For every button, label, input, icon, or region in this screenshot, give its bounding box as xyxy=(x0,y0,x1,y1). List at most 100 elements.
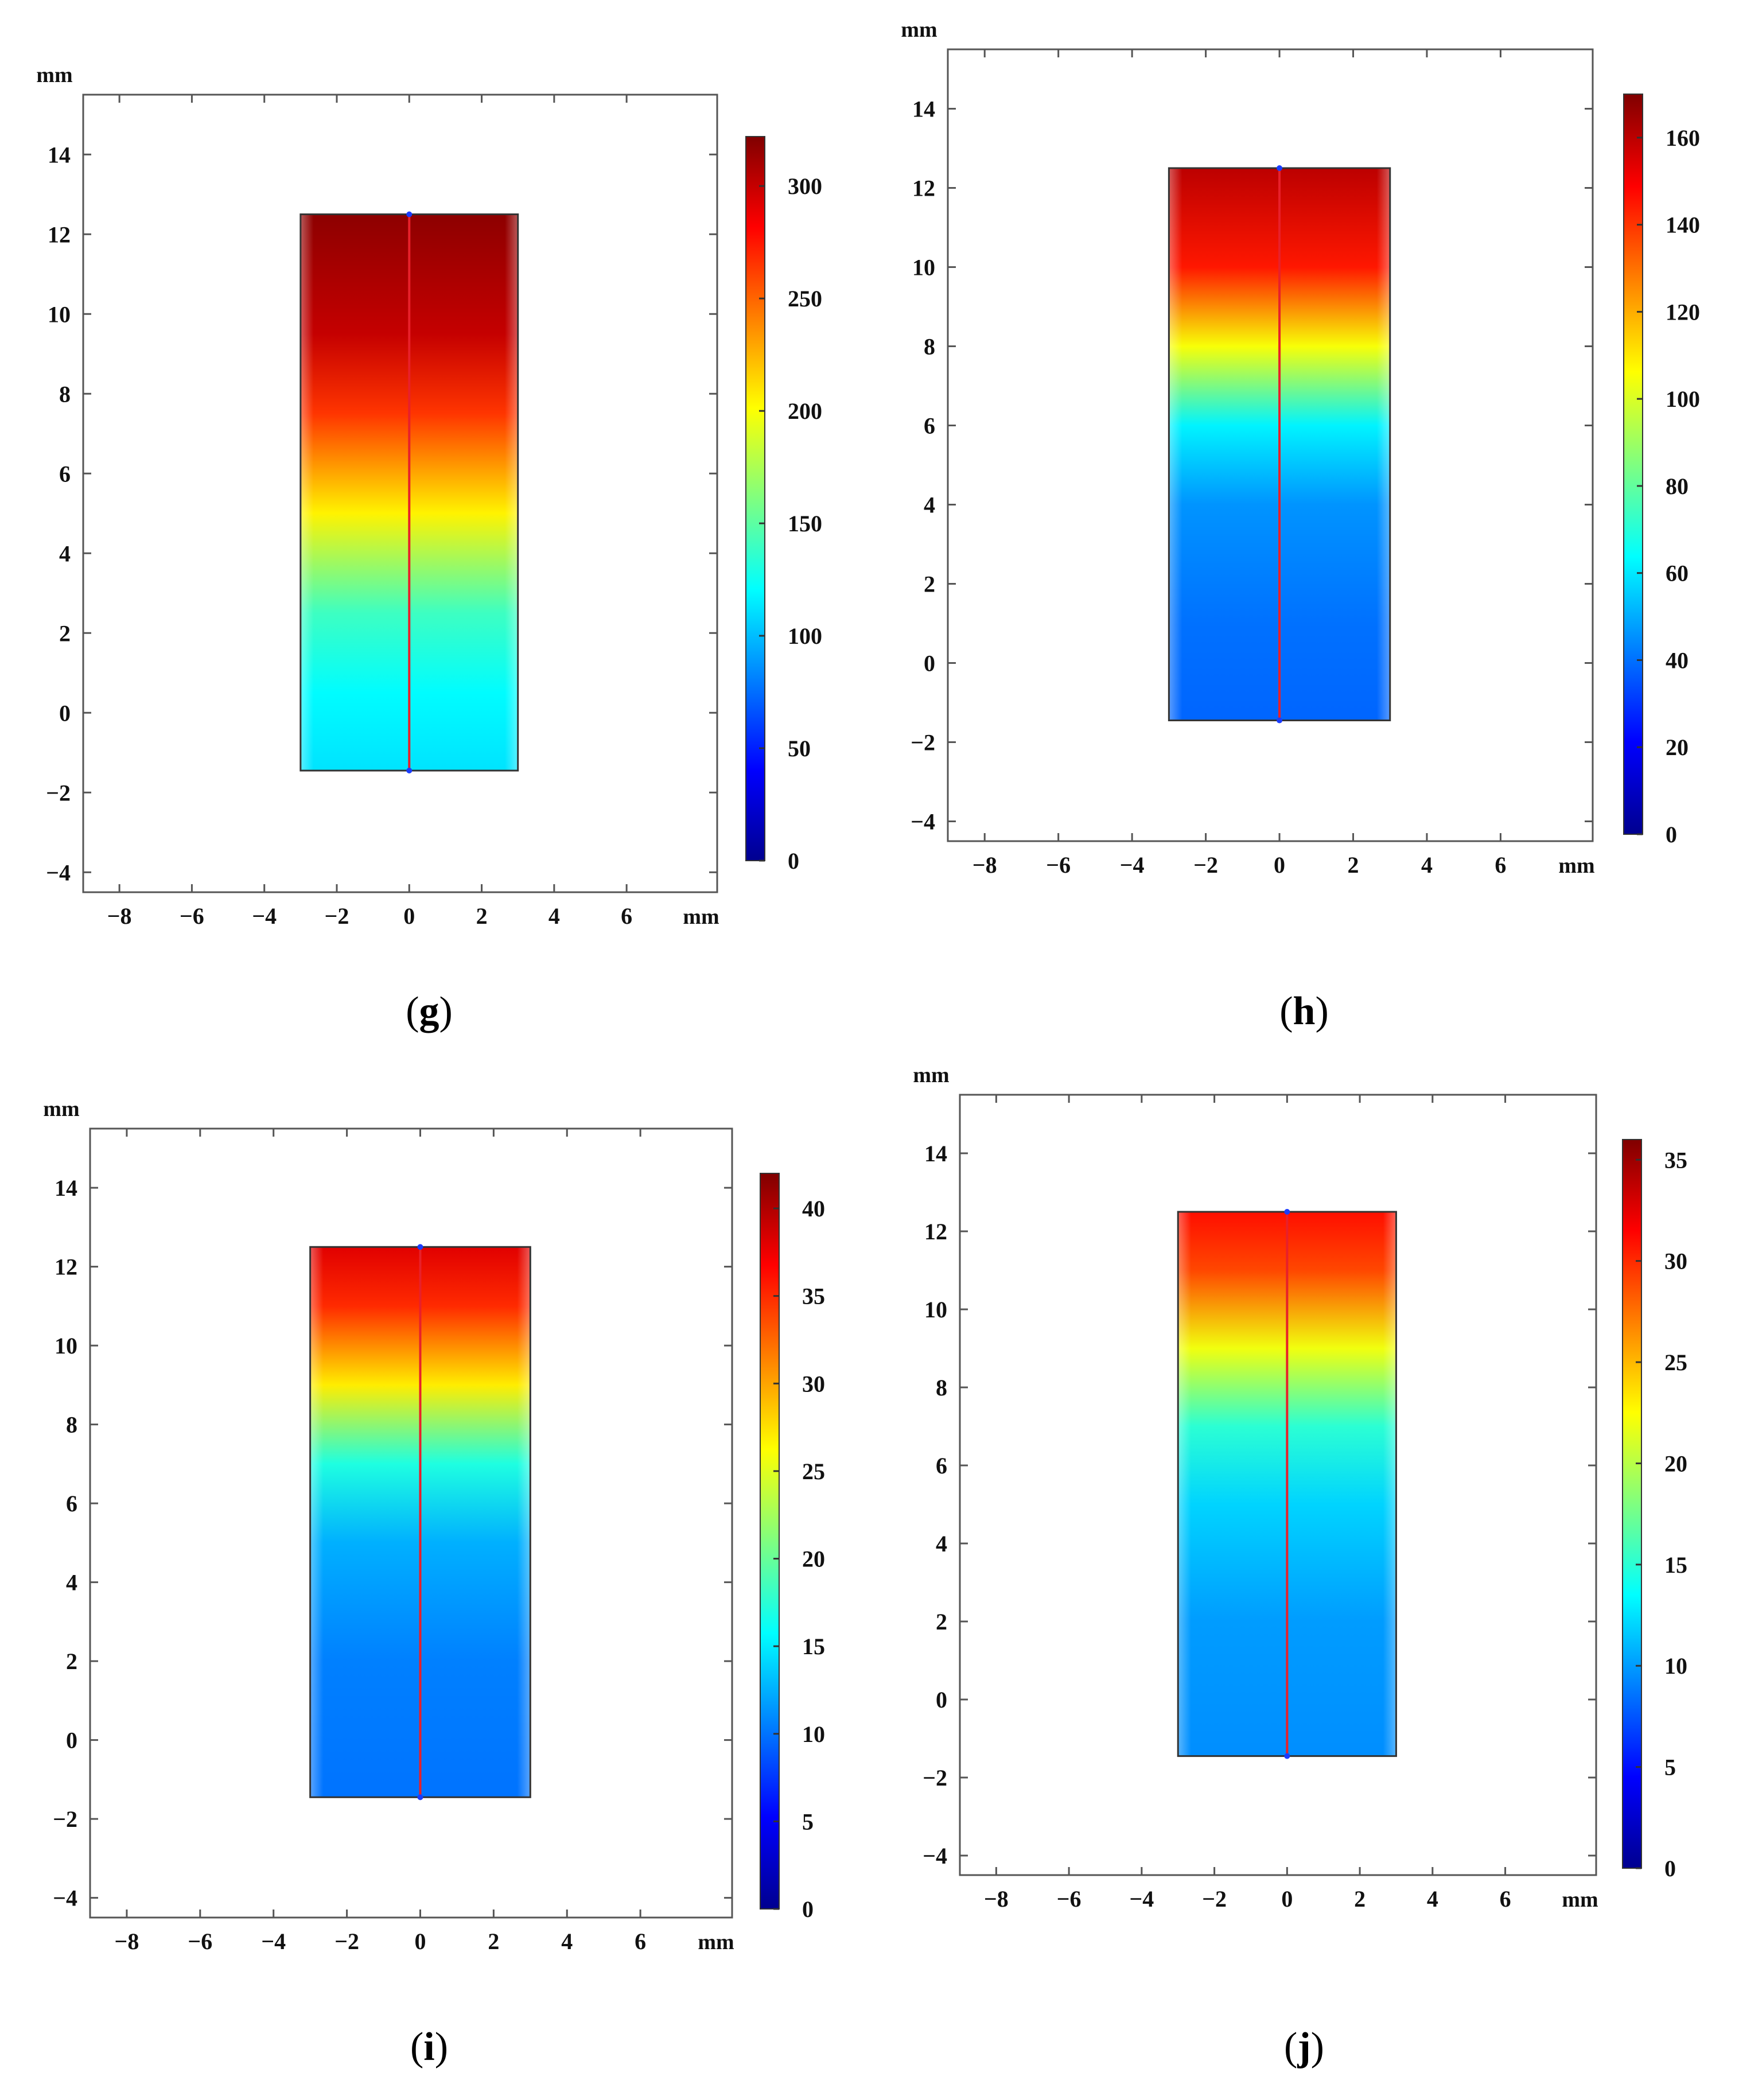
y-tick-label: −2 xyxy=(923,1765,947,1791)
y-tick-label: −2 xyxy=(46,780,71,806)
x-tick-label: 0 xyxy=(1274,852,1285,878)
x-tick-label: 4 xyxy=(548,903,560,929)
y-tick-label: 14 xyxy=(55,1175,77,1201)
colorbar-tick-label: 0 xyxy=(802,1896,814,1922)
x-axis-unit: mm xyxy=(698,1930,734,1954)
colorbar-tick-label: 0 xyxy=(1666,822,1677,847)
x-tick-label: −8 xyxy=(984,1886,1009,1912)
colorbar-tick-label: 0 xyxy=(1664,1856,1676,1881)
x-tick-label: −8 xyxy=(107,903,132,929)
x-tick-label: −2 xyxy=(325,903,349,929)
colorbar-tick-label: 80 xyxy=(1666,473,1689,499)
y-tick-label: 4 xyxy=(936,1531,947,1557)
colorbar xyxy=(1623,94,1643,835)
y-tick-label: 12 xyxy=(48,221,71,247)
y-tick-label: 14 xyxy=(48,142,71,168)
colorbar-tick-label: 35 xyxy=(1664,1147,1687,1173)
colorbar-tick-label: 25 xyxy=(802,1459,825,1484)
x-tick-label: 6 xyxy=(1500,1886,1511,1912)
panel-g: −8 −6 −4 −2 0 2 4 6 −4 −2 0 2 4 6 8 10 12 14 mm mm 0 50 100 150… xyxy=(36,63,822,1033)
colorbar-tick-label: 20 xyxy=(802,1546,825,1572)
colorbar-tick-label: 20 xyxy=(1664,1450,1687,1476)
centerline-bottom-point xyxy=(417,1794,423,1800)
colorbar-tick-label: 160 xyxy=(1666,125,1700,151)
y-tick-label: 10 xyxy=(55,1333,77,1359)
x-tick-label: 4 xyxy=(561,1928,573,1954)
colorbar xyxy=(760,1173,780,1910)
y-tick-label: −4 xyxy=(911,809,935,835)
x-tick-label: −2 xyxy=(1193,852,1218,878)
colorbar-tick-label: 15 xyxy=(802,1634,825,1659)
colorbar-tick-label: 10 xyxy=(802,1721,825,1747)
y-tick-label: 14 xyxy=(924,1141,947,1166)
x-tick-label: −4 xyxy=(1120,852,1145,878)
y-tick-label: 2 xyxy=(66,1648,77,1674)
x-tick-label: 0 xyxy=(1281,1886,1293,1912)
y-axis-unit: mm xyxy=(913,1063,949,1087)
centerline-top-point xyxy=(1284,1209,1290,1215)
panel-h: −8 −6 −4 −2 0 2 4 6 −4 −2 0 2 4 6 8 10 12 14 mm mm 0 20 40 60 80… xyxy=(901,18,1700,1033)
colorbar-tick-label: 30 xyxy=(802,1371,825,1397)
x-tick-label: 6 xyxy=(635,1928,646,1954)
centerline-bottom-point xyxy=(406,768,413,774)
y-tick-label: 6 xyxy=(936,1453,947,1479)
colorbar-tick-label: 5 xyxy=(802,1809,814,1834)
y-tick-label: 10 xyxy=(912,255,935,281)
y-tick-label: 4 xyxy=(59,540,71,566)
x-tick-label: 0 xyxy=(414,1928,426,1954)
panel-j: −8 −6 −4 −2 0 2 4 6 −4 −2 0 2 4 6 8 10 12 14 mm mm 0 5 10 15 20 2… xyxy=(913,1063,1687,2069)
x-tick-label: −4 xyxy=(261,1928,286,1954)
x-tick-label: −4 xyxy=(1129,1886,1154,1912)
centerline-bottom-point xyxy=(1277,717,1283,724)
colorbar-tick-label: 100 xyxy=(1666,386,1700,412)
colorbar-tick-label: 0 xyxy=(788,848,799,874)
y-tick-label: 6 xyxy=(59,461,71,487)
x-tick-label: −4 xyxy=(252,903,277,929)
y-tick-label: 4 xyxy=(66,1570,77,1596)
panel-caption: (h) xyxy=(1279,989,1329,1033)
y-tick-label: −4 xyxy=(923,1843,947,1869)
colorbar xyxy=(745,136,765,861)
x-axis-unit: mm xyxy=(683,905,719,929)
y-tick-label: 0 xyxy=(66,1728,77,1753)
x-tick-label: 4 xyxy=(1421,852,1433,878)
x-tick-label: 2 xyxy=(1354,1886,1365,1912)
colorbar-tick-label: 140 xyxy=(1666,212,1700,238)
x-tick-label: 2 xyxy=(1348,852,1359,878)
colorbar-tick-label: 5 xyxy=(1664,1755,1676,1780)
colorbar-tick-label: 10 xyxy=(1664,1653,1687,1679)
x-tick-label: 0 xyxy=(403,903,415,929)
y-tick-label: 10 xyxy=(924,1297,947,1323)
y-tick-label: −2 xyxy=(53,1806,77,1832)
y-tick-label: 6 xyxy=(66,1491,77,1516)
x-tick-label: 2 xyxy=(476,903,488,929)
y-tick-label: 2 xyxy=(936,1609,947,1635)
colorbar-tick-label: 40 xyxy=(802,1196,825,1222)
colorbar-tick-label: 35 xyxy=(802,1284,825,1309)
x-tick-label: −8 xyxy=(115,1928,139,1954)
colorbar xyxy=(1622,1139,1642,1869)
y-tick-label: 12 xyxy=(55,1254,77,1280)
y-tick-label: 0 xyxy=(936,1687,947,1713)
x-axis-unit: mm xyxy=(1562,1888,1598,1912)
centerline-bottom-point xyxy=(1284,1753,1290,1759)
y-tick-label: 6 xyxy=(924,413,935,439)
centerline-top-point xyxy=(1277,165,1283,171)
x-tick-label: 2 xyxy=(488,1928,499,1954)
panel-i: −8 −6 −4 −2 0 2 4 6 −4 −2 0 2 4 6 8 10 12 14 mm mm 0 5 10 15 20 2… xyxy=(43,1097,825,2069)
panel-caption: (i) xyxy=(410,2025,448,2069)
y-tick-label: 2 xyxy=(59,620,71,646)
y-tick-label: 8 xyxy=(66,1412,77,1438)
x-tick-label: −6 xyxy=(180,903,204,929)
y-axis-unit: mm xyxy=(901,18,937,42)
x-tick-label: 4 xyxy=(1427,1886,1438,1912)
x-tick-label: 6 xyxy=(1495,852,1506,878)
y-tick-label: −2 xyxy=(911,730,935,756)
y-tick-label: 0 xyxy=(59,700,71,726)
colorbar-tick-label: 120 xyxy=(1666,299,1700,325)
x-tick-label: −2 xyxy=(334,1928,359,1954)
y-tick-label: 12 xyxy=(924,1219,947,1245)
x-axis-unit: mm xyxy=(1558,854,1594,878)
colorbar-tick-label: 200 xyxy=(788,398,822,424)
x-tick-label: −6 xyxy=(1057,1886,1081,1912)
